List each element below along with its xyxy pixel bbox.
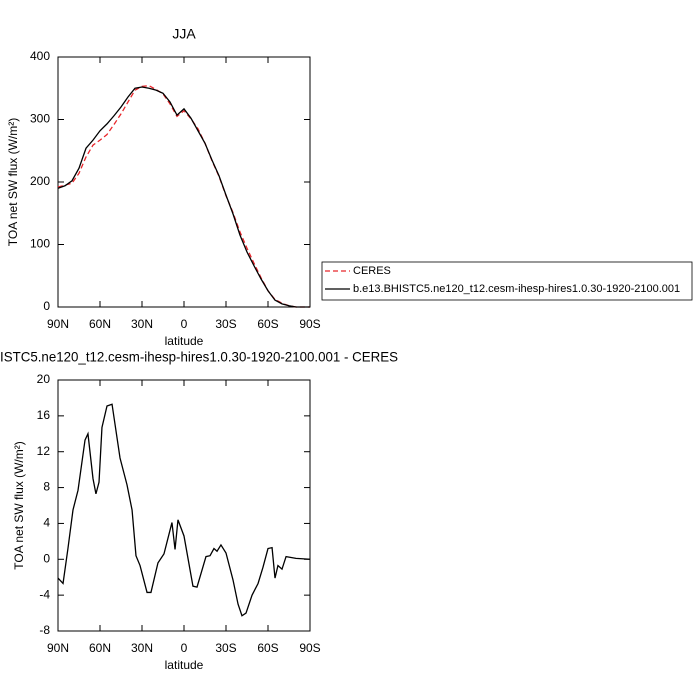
chart-title: JJA <box>172 26 196 42</box>
chart-title: ISTC5.ne120_t12.cesm-ihesp-hires1.0.30-1… <box>0 349 398 365</box>
x-axis-label: latitude <box>165 658 204 672</box>
x-tick-label: 30N <box>131 641 153 655</box>
x-tick-label: 60S <box>257 641 278 655</box>
legend-box <box>321 261 693 301</box>
data-line <box>57 86 310 308</box>
x-tick-label: 30S <box>215 641 236 655</box>
y-tick-label: 400 <box>30 49 50 63</box>
y-tick-label: -4 <box>39 587 50 601</box>
x-tick-label: 90N <box>47 317 69 331</box>
y-tick-label: 12 <box>37 444 51 458</box>
x-tick-label: 30N <box>131 317 153 331</box>
data-line <box>57 85 310 308</box>
x-tick-label: 90N <box>47 641 69 655</box>
x-tick-label: 0 <box>181 641 188 655</box>
x-tick-label: 0 <box>181 317 188 331</box>
plot-frame <box>57 56 311 308</box>
y-tick-label: 200 <box>30 174 50 188</box>
x-tick-label: 60N <box>89 317 111 331</box>
y-tick-label: 100 <box>30 237 50 251</box>
y-tick-label: 20 <box>37 372 51 386</box>
legend-label: b.e13.BHISTC5.ne120_t12.cesm-ihesp-hires… <box>353 283 680 295</box>
y-tick-label: -8 <box>39 623 50 637</box>
x-tick-label: 90S <box>299 317 320 331</box>
y-tick-label: 8 <box>43 480 50 494</box>
y-axis-label: TOA net SW flux (W/m²) <box>6 118 20 246</box>
y-tick-label: 16 <box>37 408 51 422</box>
x-tick-label: 60N <box>89 641 111 655</box>
y-tick-label: 4 <box>43 516 50 530</box>
x-axis-label: latitude <box>165 334 204 348</box>
x-tick-label: 30S <box>215 317 236 331</box>
legend-label: CERES <box>353 265 391 277</box>
data-line <box>57 403 311 617</box>
y-tick-label: 0 <box>43 299 50 313</box>
y-axis-label: TOA net SW flux (W/m²) <box>12 441 26 569</box>
plot-frame <box>57 379 311 632</box>
x-tick-label: 60S <box>257 317 278 331</box>
y-tick-label: 300 <box>30 112 50 126</box>
x-tick-label: 90S <box>299 641 320 655</box>
y-tick-label: 0 <box>43 551 50 565</box>
